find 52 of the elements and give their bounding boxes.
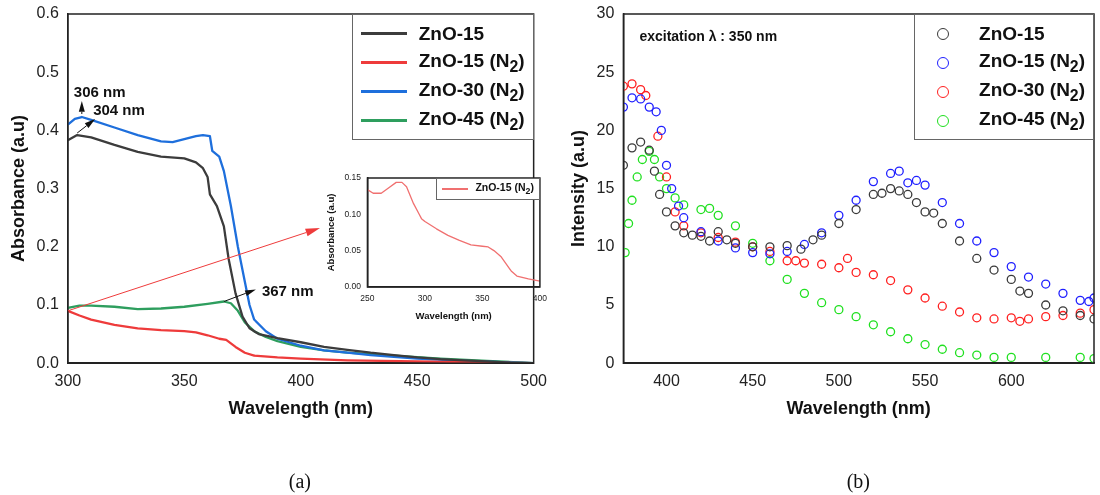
y-tick-label: 0.3 xyxy=(36,179,59,197)
text: (b) xyxy=(846,470,871,493)
x-tick-label: 550 xyxy=(911,372,939,390)
x-tick-label: 350 xyxy=(475,292,490,303)
legend-label: ZnO-15 (N$_{2}$) xyxy=(979,49,1085,76)
y-tick-label: 20 xyxy=(596,120,615,138)
x-tick-label: 450 xyxy=(403,372,431,390)
text: (a) xyxy=(288,470,311,493)
y-tick-label: 0.0 xyxy=(36,353,59,371)
y-tick-label: 5 xyxy=(605,295,615,313)
x-tick-label: 500 xyxy=(825,372,853,390)
annotation: excitation λ : 350 nm xyxy=(639,27,778,44)
legend-label: ZnO-30 (N$_{2}$) xyxy=(418,78,525,105)
y-tick-label: 0.4 xyxy=(36,120,59,138)
x-tick-label: 450 xyxy=(739,372,767,390)
x-tick-label: 500 xyxy=(520,372,548,390)
legend-label: ZnO-15 xyxy=(418,22,485,45)
x-tick-label: 400 xyxy=(653,372,680,390)
annotation: 304 nm xyxy=(93,101,145,119)
x-tick-label: 350 xyxy=(170,372,198,390)
y-tick-label: 15 xyxy=(596,179,615,197)
y-axis-title: Absorbance (a.u) xyxy=(7,115,28,263)
annotation: 367 nm xyxy=(261,281,314,299)
x-tick-label: 600 xyxy=(997,372,1025,390)
y-tick-label: 0.05 xyxy=(344,244,362,255)
x-axis-title: Wavelength (nm) xyxy=(228,398,373,419)
y-tick-label: 0 xyxy=(605,353,615,371)
y-axis-title: Intensity (a.u) xyxy=(567,130,588,248)
y-tick-label: 25 xyxy=(596,62,615,80)
legend-label: ZnO-15 xyxy=(979,22,1045,45)
x-tick-label: 300 xyxy=(417,292,433,303)
y-tick-label: 30 xyxy=(596,4,615,22)
annotation: 306 nm xyxy=(73,83,126,101)
legend-label: ZnO-30 (N$_{2}$) xyxy=(979,78,1085,105)
y-tick-label: 0.00 xyxy=(344,281,362,292)
x-tick-label: 250 xyxy=(360,292,375,303)
y-tick-label: 0.6 xyxy=(36,4,59,22)
legend-label: ZnO-45 (N$_{2}$) xyxy=(979,107,1085,134)
y-tick-label: 0.5 xyxy=(36,62,59,80)
x-tick-label: 400 xyxy=(287,372,315,390)
x-axis-title: Wavelength (nm) xyxy=(786,398,931,419)
legend-label: ZnO-15 (N$_{2}$) xyxy=(475,181,534,197)
legend-label: ZnO-15 (N$_{2}$) xyxy=(418,49,525,76)
y-tick-label: 0.10 xyxy=(344,208,362,219)
y-axis-title: Absorbance (a.u) xyxy=(325,193,337,272)
legend-label: ZnO-45 (N$_{2}$) xyxy=(418,107,525,134)
y-tick-label: 0.1 xyxy=(36,295,59,313)
y-tick-label: 0.2 xyxy=(36,237,59,255)
x-axis-title: Wavelength (nm) xyxy=(415,309,492,321)
x-tick-label: 300 xyxy=(54,372,82,390)
y-tick-label: 10 xyxy=(596,237,615,255)
y-tick-label: 0.15 xyxy=(344,172,362,183)
